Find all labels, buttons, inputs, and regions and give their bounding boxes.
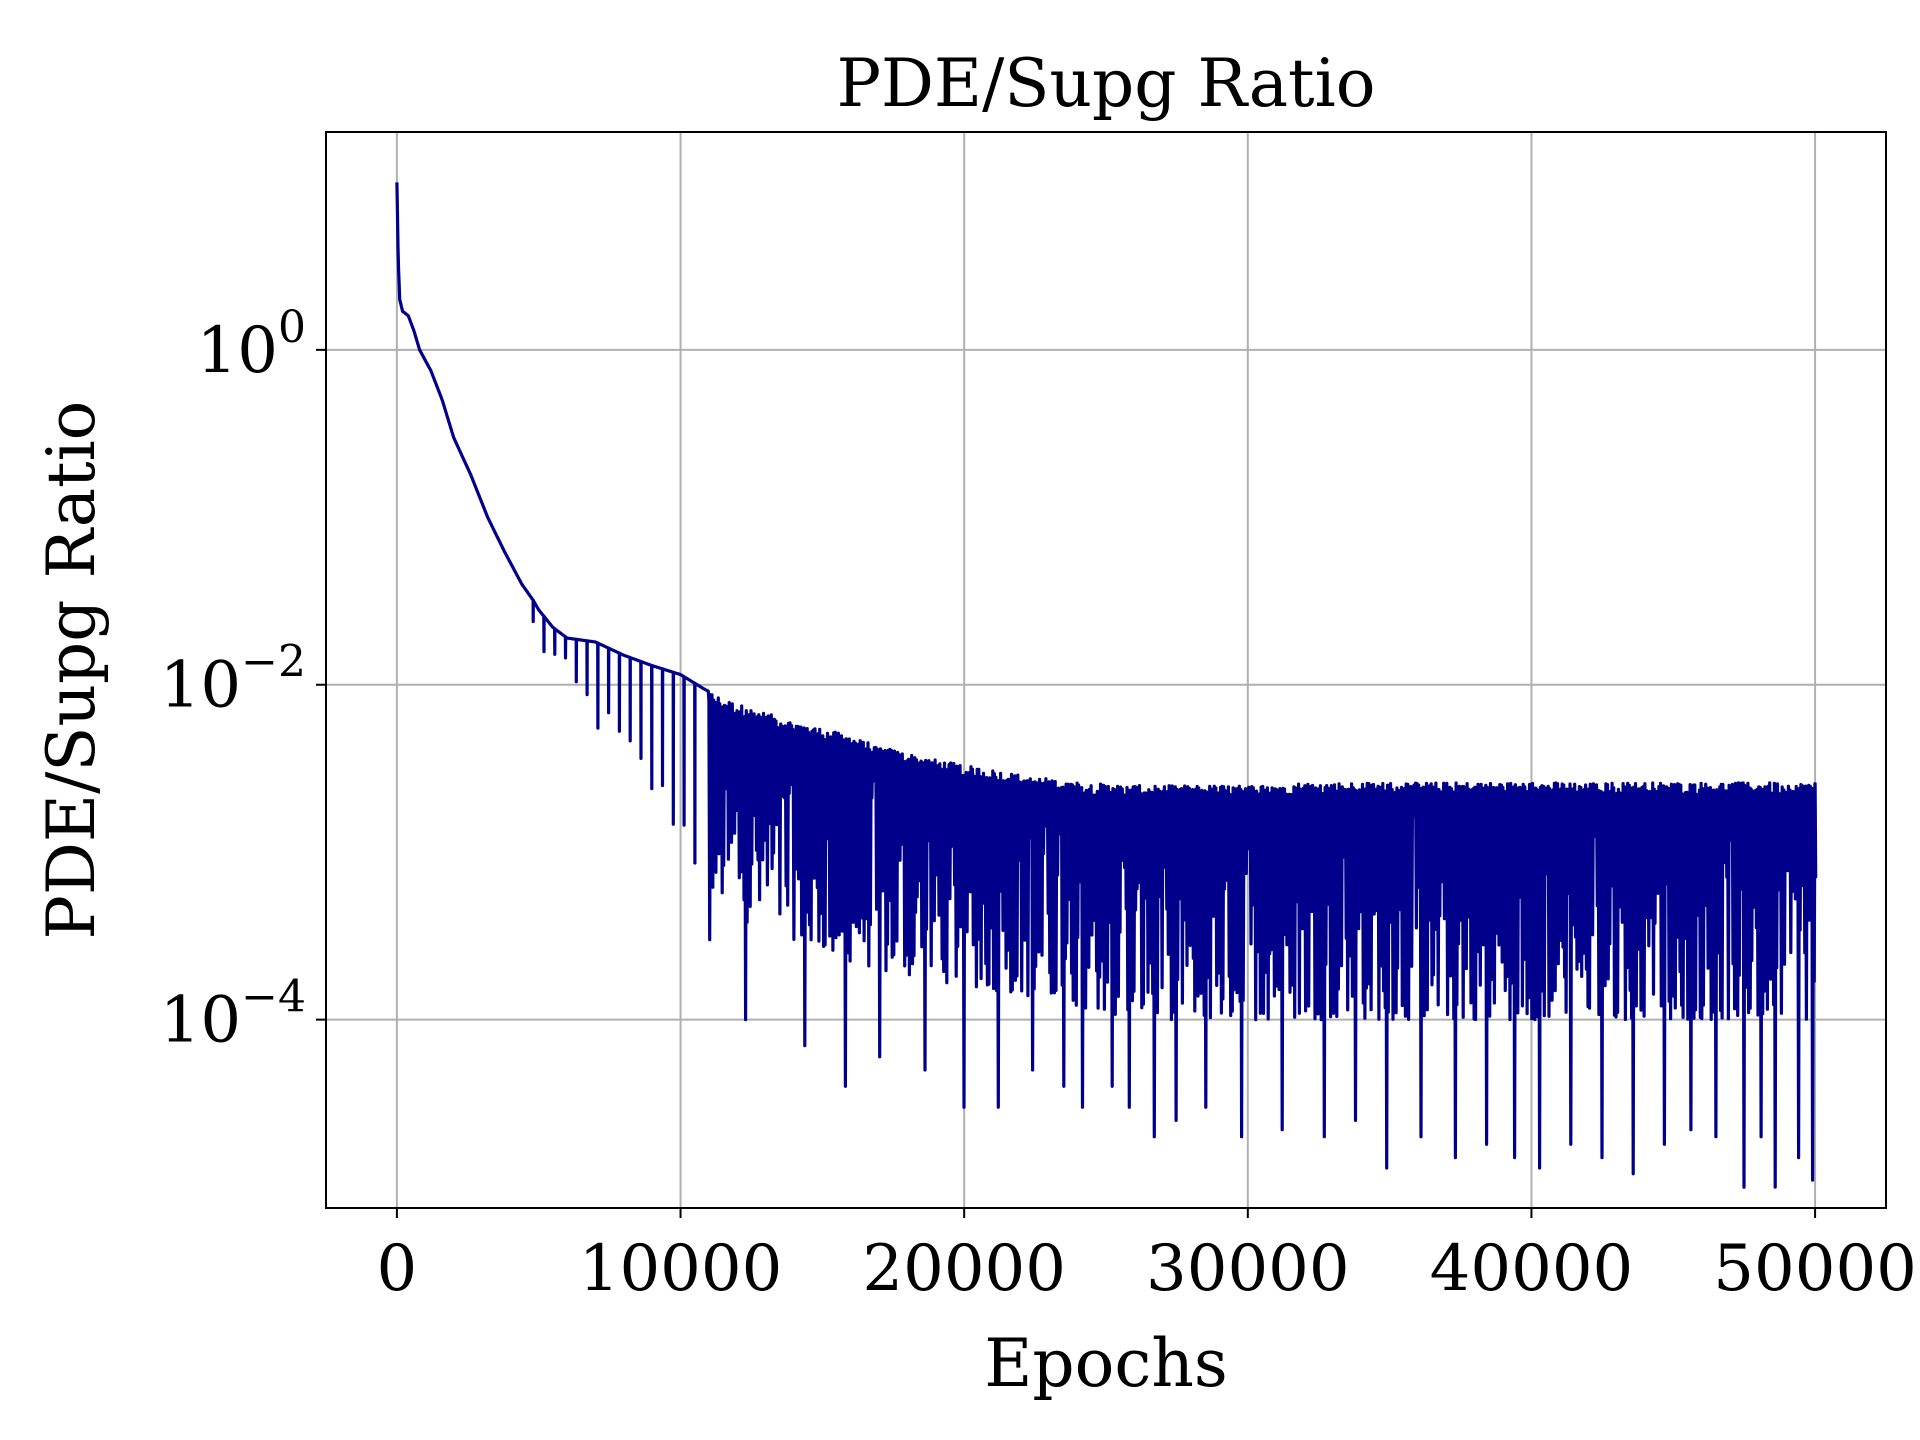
plot-area [395,182,1818,1189]
y-axis-label: PDE/Supg Ratio [33,401,110,940]
series-line [395,182,1818,1189]
chart-title: PDE/Supg Ratio [837,45,1376,122]
x-tick-label: 30000 [1146,1232,1350,1306]
x-tick-label: 10000 [579,1232,783,1306]
x-tick-label: 50000 [1713,1232,1917,1306]
axis-ticks: 0 10000 20000 30000 40000 50000 10−4 10−2 100 [160,302,1917,1306]
axes-frame [325,131,1887,1209]
x-tick-label: 40000 [1430,1232,1634,1306]
y-tick-label: 100 [197,302,306,388]
x-tick-label: 20000 [862,1232,1066,1306]
grid-lines [326,132,1886,1208]
y-tick-label: 10−2 [160,637,306,723]
x-tick-label: 0 [377,1232,418,1306]
y-tick-label: 10−4 [160,972,306,1058]
x-axis-label: Epochs [984,1325,1228,1402]
